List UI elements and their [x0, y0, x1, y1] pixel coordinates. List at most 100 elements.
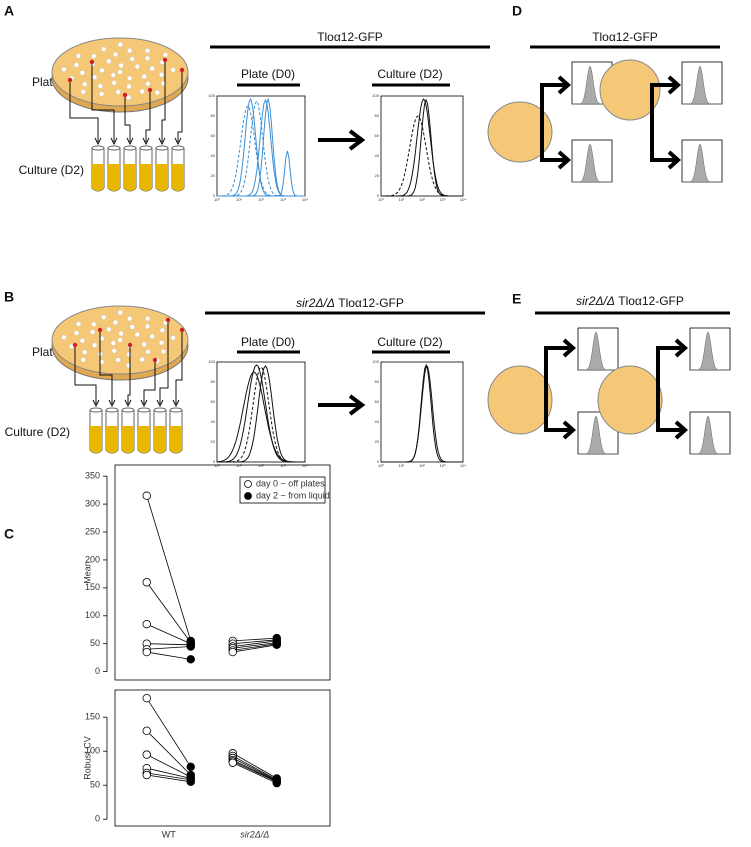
pick-line	[124, 95, 131, 142]
colony	[106, 58, 112, 64]
colony	[126, 351, 132, 358]
pair-line	[146, 772, 191, 781]
colony	[118, 331, 124, 337]
hist-curve	[690, 331, 730, 371]
colony	[158, 72, 165, 78]
colony	[144, 55, 151, 61]
hist-y-tick: 80	[211, 379, 216, 384]
tube-top	[91, 145, 105, 151]
colony	[127, 75, 133, 81]
pair-line	[146, 774, 191, 783]
hist-x-tick: 10²	[419, 197, 425, 202]
colony	[90, 329, 96, 335]
pick-line	[91, 62, 115, 142]
colony	[141, 341, 147, 347]
colony	[91, 53, 97, 59]
hist-curve	[682, 143, 722, 183]
point	[186, 762, 195, 772]
panel-letter: E	[512, 291, 521, 307]
hist-frame	[380, 361, 464, 463]
branch-head	[557, 150, 572, 170]
pair-line	[232, 644, 277, 653]
hist-y-tick: 40	[375, 419, 380, 424]
colony	[139, 88, 145, 94]
colony	[110, 340, 116, 346]
tube-top	[121, 407, 135, 413]
pick-line	[145, 90, 151, 142]
point	[272, 640, 281, 650]
tube-top	[155, 145, 169, 151]
picked-colony	[67, 77, 73, 83]
colony	[139, 356, 145, 362]
branch-head	[562, 338, 577, 358]
pick-arrow	[140, 399, 148, 408]
tube-culture	[122, 426, 134, 453]
legend-label: day 2 − from liquid	[256, 490, 330, 500]
colony	[117, 69, 123, 75]
colony	[159, 327, 165, 333]
colony	[134, 331, 140, 338]
colony	[145, 48, 151, 54]
y-tick-label: 50	[90, 780, 100, 790]
hist-y-tick: 80	[375, 379, 380, 384]
colony	[115, 357, 121, 363]
dish-partial	[487, 101, 553, 163]
pick-line	[161, 60, 166, 142]
colony	[154, 90, 160, 96]
tube-top	[123, 145, 137, 151]
tube-culture	[124, 164, 136, 191]
picked-colony	[127, 342, 133, 348]
hist-y-tick: 100	[208, 93, 215, 98]
picked-colony	[165, 317, 171, 323]
colony	[160, 348, 167, 355]
colony	[170, 67, 176, 73]
branch-arrow	[650, 83, 677, 162]
tube-culture	[172, 164, 184, 191]
picked-colony	[147, 87, 153, 93]
hist-curve	[381, 98, 463, 197]
colony	[73, 62, 80, 68]
colony	[127, 48, 133, 54]
hist-x-tick: 10⁴	[460, 197, 466, 202]
colony	[134, 63, 140, 70]
pick-arrow	[174, 137, 182, 146]
colony	[91, 321, 97, 327]
point	[142, 726, 151, 735]
colony	[75, 53, 82, 59]
colony	[149, 65, 155, 72]
y-tick-label: 350	[85, 471, 100, 481]
hist-y-tick: 20	[375, 439, 380, 444]
hist-y-tick: 40	[211, 419, 216, 424]
culture-label: Culture (D2)	[5, 425, 70, 439]
pick-line	[99, 330, 113, 404]
pick-line	[127, 345, 131, 404]
colony	[61, 66, 67, 72]
colony	[158, 340, 165, 346]
colony	[149, 333, 155, 340]
hist-y-tick: 40	[211, 153, 216, 158]
colony	[92, 342, 98, 348]
plot-frame	[114, 464, 331, 681]
colony	[92, 74, 98, 80]
picked-colony	[179, 327, 185, 333]
pair-line	[232, 752, 277, 779]
hist-y-tick: 100	[372, 359, 379, 364]
colony	[79, 338, 85, 344]
point	[142, 647, 151, 657]
colony	[144, 323, 151, 329]
colony	[73, 330, 80, 336]
strain-name: Tloα12-GFP	[618, 294, 684, 308]
colony	[101, 46, 107, 52]
pair-line	[146, 582, 192, 643]
tube-culture	[170, 426, 182, 453]
pair-line	[146, 643, 191, 646]
colony	[80, 357, 86, 363]
pick-line	[69, 80, 99, 142]
pair-line	[146, 651, 191, 660]
tube-culture	[140, 164, 152, 191]
colony	[162, 52, 169, 58]
header-bars	[205, 45, 730, 354]
tube-top	[107, 145, 121, 151]
legend-box	[239, 476, 326, 504]
